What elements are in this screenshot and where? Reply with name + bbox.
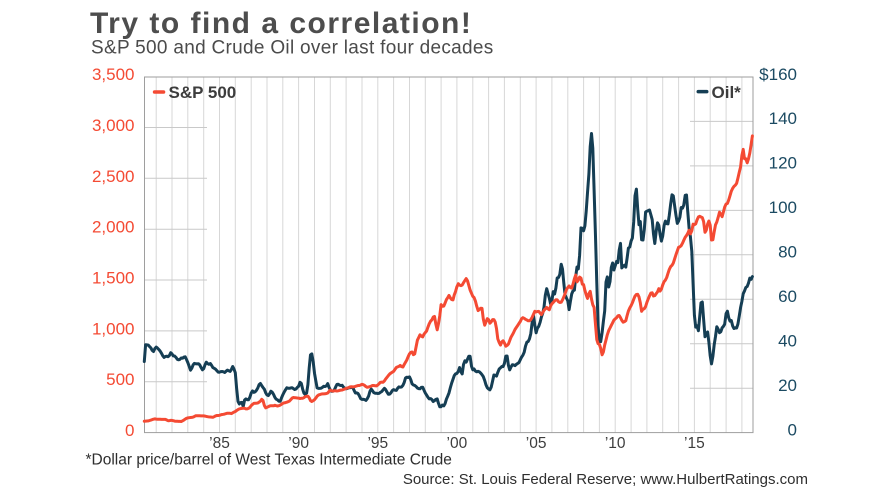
svg-text:Source: St. Louis Federal Rese: Source: St. Louis Federal Reserve; www.H… — [403, 471, 808, 488]
svg-text:’90: ’90 — [288, 435, 309, 452]
svg-text:0: 0 — [788, 420, 797, 439]
svg-text:*Dollar price/barrel of West T: *Dollar price/barrel of West Texas Inter… — [86, 451, 452, 468]
svg-text:2,500: 2,500 — [92, 167, 135, 186]
svg-text:$160: $160 — [759, 65, 797, 84]
svg-text:500: 500 — [106, 370, 134, 389]
svg-text:S&P 500 and Crude Oil over las: S&P 500 and Crude Oil over last four dec… — [91, 38, 494, 59]
svg-text:120: 120 — [769, 154, 797, 173]
svg-text:’05: ’05 — [526, 435, 547, 452]
svg-text:20: 20 — [778, 376, 797, 395]
svg-text:3,000: 3,000 — [92, 116, 135, 135]
svg-text:40: 40 — [778, 332, 797, 351]
svg-text:0: 0 — [125, 421, 134, 440]
svg-text:1,500: 1,500 — [92, 269, 135, 288]
svg-text:140: 140 — [769, 109, 797, 128]
svg-text:100: 100 — [769, 198, 797, 217]
svg-text:80: 80 — [778, 243, 797, 262]
svg-text:S&P 500: S&P 500 — [169, 83, 237, 102]
svg-text:’00: ’00 — [447, 435, 468, 452]
svg-text:’10: ’10 — [605, 435, 626, 452]
svg-text:Try to find a correlation!: Try to find a correlation! — [90, 7, 472, 40]
svg-text:3,500: 3,500 — [92, 65, 135, 84]
svg-text:’85: ’85 — [209, 435, 230, 452]
svg-text:’95: ’95 — [367, 435, 388, 452]
svg-text:60: 60 — [778, 287, 797, 306]
svg-text:Oil*: Oil* — [712, 83, 742, 102]
svg-text:2,000: 2,000 — [92, 218, 135, 237]
svg-text:’15: ’15 — [684, 435, 705, 452]
svg-text:1,000: 1,000 — [92, 319, 135, 338]
